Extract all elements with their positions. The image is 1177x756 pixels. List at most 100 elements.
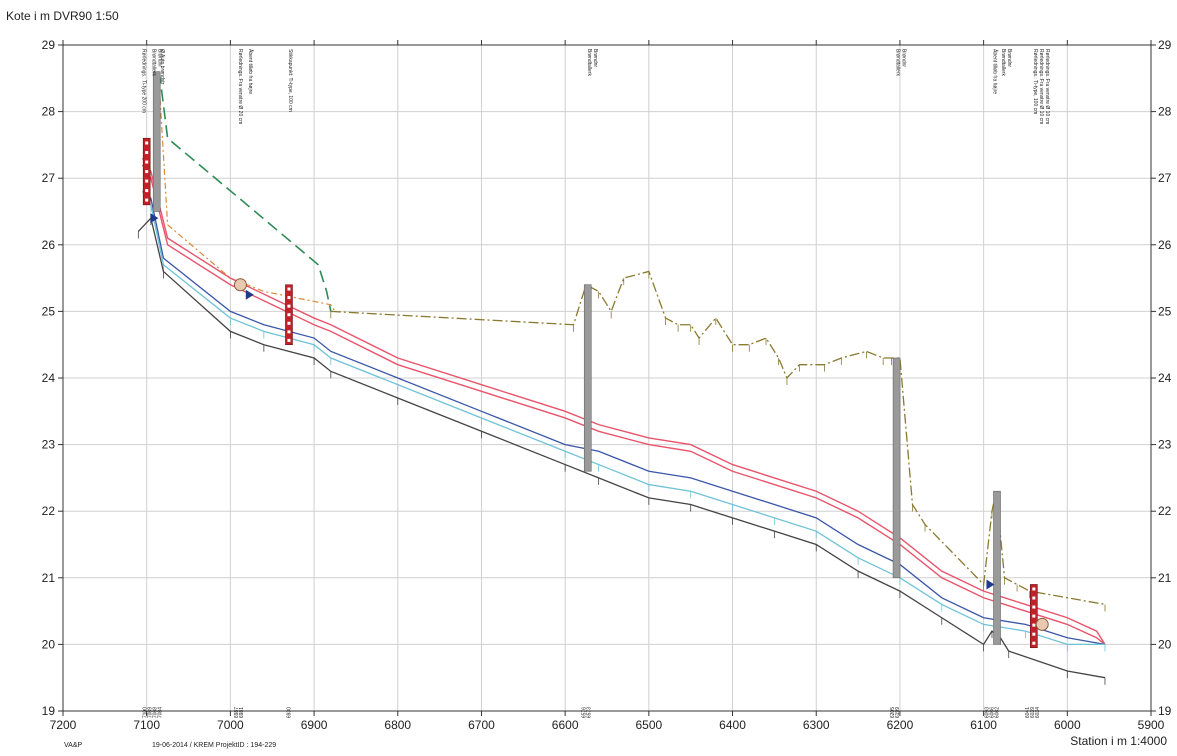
y-tick-label: 27 <box>42 171 56 185</box>
y-tick-label-right: 20 <box>1158 637 1172 651</box>
marker-dot <box>145 151 149 155</box>
top-annotation: Stikkapunkt: Ti-type, 100 cm <box>287 49 293 112</box>
marker-dot <box>287 304 291 308</box>
marker-dot <box>145 141 149 145</box>
y-tick-label-right: 22 <box>1158 504 1172 518</box>
x-tick-label: 7000 <box>217 718 244 732</box>
marker-dot <box>287 296 291 300</box>
top-annotation: Brøndtallerk <box>586 49 592 76</box>
flow-triangle <box>986 579 995 590</box>
top-annotation: Rørlednings.:Fra venstre Ø 10 cm <box>1038 49 1044 124</box>
flow-triangle <box>150 213 159 224</box>
bottom-station-label: 6086 <box>990 707 996 718</box>
top-annotation: Brøndtallerk <box>151 49 157 76</box>
bottom-station-label: 7089 <box>148 707 154 718</box>
x-tick-label: 7100 <box>133 718 160 732</box>
y-tick-label-right: 21 <box>1158 571 1172 585</box>
bottom-station-label: 7100 <box>143 707 149 718</box>
top-annotation: Åbent tilløb fra højre <box>992 49 999 94</box>
bottom-station-label: 6034 <box>1035 707 1041 718</box>
y-tick-label: 22 <box>42 504 56 518</box>
top-annotation: Brøndnr <box>901 49 907 67</box>
well-shaft <box>993 490 1001 645</box>
bottom-station-label: 6041 <box>1025 707 1031 718</box>
top-annotation: Rørlednings.: Ti-type 200 cm <box>141 49 147 113</box>
top-annotation: Brøndtallerk <box>895 49 901 76</box>
x-tick-label: 6200 <box>887 718 914 732</box>
y-tick-label: 23 <box>42 438 56 452</box>
bottom-station-label: 6981 <box>239 707 245 718</box>
y-tick-label-right: 19 <box>1158 704 1172 718</box>
y-tick-label: 19 <box>42 704 56 718</box>
bottom-station-label: 6093 <box>985 707 991 718</box>
bottom-station-label: 6576 <box>581 707 587 718</box>
x-tick-label: 6300 <box>803 718 830 732</box>
y-tick-label: 28 <box>42 105 56 119</box>
top-annotation: Brøndnr <box>1006 49 1012 67</box>
x-tick-label: 6700 <box>468 718 495 732</box>
bottom-station-label: 6205 <box>890 707 896 718</box>
x-tick-label: 6900 <box>301 718 328 732</box>
node-circle <box>233 278 247 292</box>
axes <box>58 40 1156 716</box>
y-tick-label-right: 27 <box>1158 171 1172 185</box>
marker-dot <box>1032 632 1036 636</box>
footer-date: 19-06-2014 / KREM ProjektID : 194-229 <box>152 742 276 749</box>
y-tick-label-right: 25 <box>1158 304 1172 318</box>
series-red-lower <box>141 164 1106 645</box>
series-terrain <box>330 270 1106 606</box>
y-tick-label-right: 26 <box>1158 238 1172 252</box>
marker-dot <box>145 170 149 174</box>
x-tick-label: 5900 <box>1138 718 1165 732</box>
y-tick-label: 21 <box>42 571 56 585</box>
overlays <box>142 71 1049 649</box>
series-bottom-black <box>137 216 1106 679</box>
bottom-station-label: 6573 <box>586 707 592 718</box>
x-tick-label: 7200 <box>50 718 77 732</box>
x-tick-label: 6800 <box>384 718 411 732</box>
marker-dot <box>145 179 149 183</box>
top-annotation: Åbent tilløb fra højre <box>247 49 254 94</box>
y-tick-label-right: 24 <box>1158 371 1172 385</box>
marker-dot <box>287 338 291 342</box>
top-annotation: Brøndnr <box>592 49 598 67</box>
x-tick-label: 6000 <box>1054 718 1081 732</box>
marker-dot <box>145 160 149 164</box>
top-annotation: Rørlednings.:Fra venstre Ø 20 cm <box>237 49 243 124</box>
top-annotation: Brøndtallerk <box>1000 49 1006 76</box>
top-annotation: Rørlednings.:Fra venstre Ø 10 cm <box>1044 49 1050 124</box>
bottom-station-label: 6199 <box>895 707 901 718</box>
bottom-station-label: 7084 <box>158 707 164 718</box>
well-shaft <box>892 357 901 579</box>
bottom-station-label: 6930 <box>287 707 293 718</box>
series-red-upper <box>141 157 1106 645</box>
grid <box>62 44 1152 712</box>
marker-dot <box>1032 614 1036 618</box>
x-tick-label: 6100 <box>970 718 997 732</box>
series-orange-dashdot <box>158 84 336 312</box>
marker-dot <box>287 313 291 317</box>
bottom-station-label: 6082 <box>995 707 1001 718</box>
y-tick-label: 29 <box>42 38 56 52</box>
marker-dot <box>145 189 149 193</box>
y-tick-label: 24 <box>42 371 56 385</box>
bottom-station-label: 7088 <box>153 707 159 718</box>
y-tick-label-right: 29 <box>1158 38 1172 52</box>
well-shaft <box>152 71 161 212</box>
marker-dot <box>287 330 291 334</box>
marker-dot <box>1032 623 1036 627</box>
well-shaft <box>583 284 592 472</box>
bottom-station-label: 6987 <box>234 707 240 718</box>
marker-dot <box>1032 605 1036 609</box>
marker-dot <box>287 287 291 291</box>
bottom-station-label: 6039 <box>1030 707 1036 718</box>
top-annotation: Brøndnr <box>157 49 163 67</box>
y-tick-label: 25 <box>42 304 56 318</box>
flow-triangle <box>245 289 254 300</box>
y-tick-label-right: 28 <box>1158 105 1172 119</box>
y-tick-label: 26 <box>42 238 56 252</box>
x-tick-label: 6500 <box>635 718 662 732</box>
x-tick-label: 6600 <box>552 718 579 732</box>
